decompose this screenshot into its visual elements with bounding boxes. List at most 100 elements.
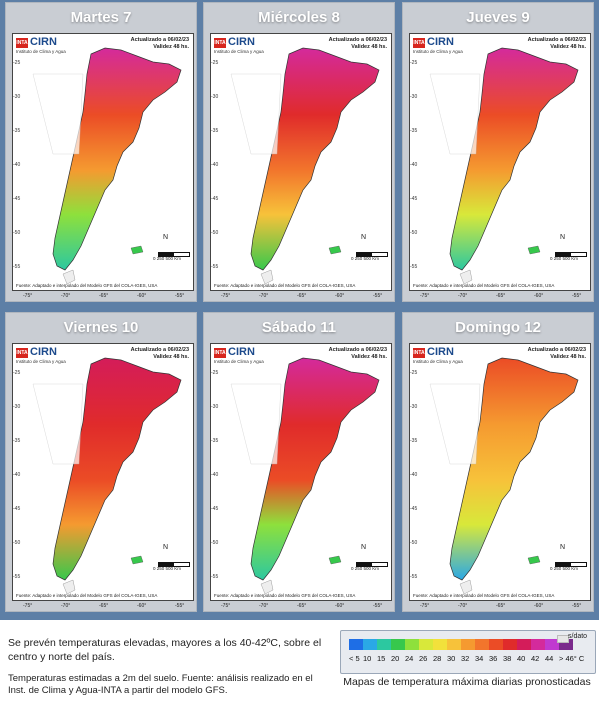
malvinas-islands — [527, 555, 541, 565]
map-series-title: Mapas de temperatura máxima diarias pron… — [343, 676, 591, 688]
legend-label: 42 — [531, 654, 540, 663]
legend-label: 15 — [377, 654, 386, 663]
updated-date: Actualizado a 06/02/23 — [328, 37, 387, 43]
latitude-label: -40 — [211, 162, 219, 168]
chile-outline — [230, 73, 282, 155]
longitude-label: -70° — [61, 603, 71, 609]
legend-label: 40 — [517, 654, 526, 663]
malvinas-islands — [328, 555, 342, 565]
latitude-label: -35 — [410, 128, 418, 134]
longitude-label: -70° — [259, 603, 269, 609]
legend-label: < 5 — [349, 654, 360, 663]
scale-bar — [555, 252, 587, 257]
chile-outline — [230, 383, 282, 465]
legend-labels: < 5 10 15 20 24 26 28 30 32 34 36 38 40 42 44 > 46° C — [349, 654, 595, 664]
tierra-del-fuego — [62, 579, 76, 595]
legend-label: 24 — [405, 654, 414, 663]
scale-bar — [356, 252, 388, 257]
validity: Validez 48 hs. — [550, 354, 586, 360]
map-source: Fuente: Adaptado e interpolado del Model… — [16, 283, 158, 288]
legend-swatch — [391, 639, 405, 650]
update-info: Actualizado a 06/02/23 Validez 48 hs. — [131, 347, 189, 361]
chile-outline — [429, 73, 481, 155]
longitude-label: -70° — [61, 293, 71, 299]
cirn-logo: CIRN — [427, 36, 454, 48]
longitude-label: -75° — [23, 603, 33, 609]
forecast-panel: Sábado 11 INTA CIRN Instituto de Clima y Ag… — [203, 312, 395, 612]
temperature-map: INTA CIRN Instituto de Clima y Agua Actuali… — [210, 343, 392, 609]
temperature-map: INTA CIRN Instituto de Clima y Agua Actuali… — [12, 33, 194, 299]
temperature-map: INTA CIRN Instituto de Clima y Agua Actuali… — [210, 33, 392, 299]
legend-swatch — [405, 639, 419, 650]
argentina-map-svg — [429, 357, 579, 595]
panel-day-title: Viernes 10 — [63, 319, 139, 336]
longitude-label: -60° — [335, 293, 345, 299]
longitude-label: -75° — [23, 293, 33, 299]
updated-date: Actualizado a 06/02/23 — [130, 37, 189, 43]
temperature-map: INTA CIRN Instituto de Clima y Agua Actuali… — [409, 33, 591, 299]
longitude-label: -55° — [373, 603, 383, 609]
longitude-label: -65° — [496, 293, 506, 299]
longitude-label: -60° — [534, 603, 544, 609]
scale-label: 0 250 500 Km — [351, 256, 380, 261]
argentina-shape — [250, 47, 380, 271]
legend-swatch — [489, 639, 503, 650]
latitude-label: -40 — [211, 472, 219, 478]
validity: Validez 48 hs. — [351, 354, 387, 360]
latitude-label: -50 — [13, 230, 21, 236]
chile-outline — [32, 73, 84, 155]
latitude-label: -25 — [13, 370, 21, 376]
inta-logo: INTA — [214, 348, 226, 358]
longitude-label: -55° — [373, 293, 383, 299]
cirn-logo: CIRN — [30, 36, 57, 48]
scale-label: 0 250 500 Km — [550, 256, 579, 261]
scale-bar — [356, 562, 388, 567]
panel-day-title: Sábado 11 — [261, 319, 337, 336]
latitude-label: -25 — [211, 370, 219, 376]
argentina-map-svg — [32, 47, 182, 285]
argentina-shape — [449, 357, 579, 581]
argentina-shape — [449, 47, 579, 271]
forecast-panel: Jueves 9 INTA CIRN Instituto de Clima y Agu… — [402, 2, 594, 302]
chile-outline — [32, 383, 84, 465]
latitude-label: -45 — [410, 196, 418, 202]
inta-logo: INTA — [413, 38, 425, 48]
longitude-label: -70° — [259, 293, 269, 299]
argentina-shape — [250, 357, 380, 581]
latitude-label: -45 — [410, 506, 418, 512]
caption-area: Se prevén temperaturas elevadas, mayores… — [0, 620, 599, 702]
legend-swatch — [517, 639, 531, 650]
forecast-panel: Viernes 10 INTA CIRN Instituto de Clima y A… — [5, 312, 197, 612]
validity: Validez 48 hs. — [550, 44, 586, 50]
map-source: Fuente: Adaptado e interpolado del Model… — [16, 593, 158, 598]
longitude-label: -60° — [335, 603, 345, 609]
chile-outline — [429, 383, 481, 465]
legend-swatch — [377, 639, 391, 650]
tierra-del-fuego — [260, 269, 274, 285]
no-data-label: s/dato — [568, 633, 588, 640]
latitude-label: -55 — [13, 264, 21, 270]
latitude-label: -55 — [13, 574, 21, 580]
north-arrow-icon: N — [163, 544, 169, 551]
latitude-label: -55 — [211, 574, 219, 580]
longitude-label: -55° — [572, 603, 582, 609]
cirn-logo: CIRN — [30, 346, 57, 358]
latitude-label: -30 — [410, 94, 418, 100]
north-arrow-icon: N — [361, 234, 367, 241]
longitude-label: -60° — [137, 293, 147, 299]
institute-name: Instituto de Clima y Agua — [413, 359, 463, 364]
latitude-label: -45 — [13, 506, 21, 512]
malvinas-islands — [130, 555, 144, 565]
latitude-label: -30 — [410, 404, 418, 410]
legend-swatch — [349, 639, 363, 650]
latitude-label: -50 — [211, 540, 219, 546]
updated-date: Actualizado a 06/02/23 — [527, 347, 586, 353]
legend-swatch — [433, 639, 447, 650]
inta-logo: INTA — [16, 38, 28, 48]
argentina-map-svg — [230, 47, 380, 285]
latitude-label: -40 — [410, 162, 418, 168]
argentina-map-svg — [230, 357, 380, 595]
latitude-label: -45 — [211, 506, 219, 512]
longitude-label: -55° — [572, 293, 582, 299]
latitude-label: -40 — [13, 162, 21, 168]
